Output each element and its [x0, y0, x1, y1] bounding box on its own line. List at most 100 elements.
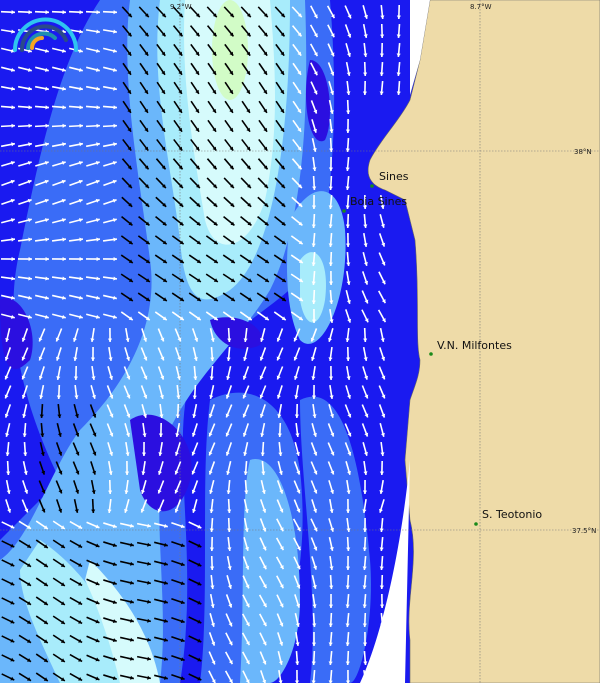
wave-arrow-head — [178, 51, 183, 56]
wave-arrow-head — [92, 470, 97, 475]
wave-arrow-head — [178, 70, 182, 75]
wave-arrow-head — [161, 32, 166, 37]
wave-arrow-head — [280, 89, 284, 94]
wave-arrow-head — [180, 543, 185, 548]
wave-arrow-head — [229, 32, 234, 37]
wave-arrow-head — [96, 86, 100, 91]
wave-arrow-head — [92, 432, 97, 437]
wave-arrow-head — [60, 620, 65, 624]
wave-arrow-head — [279, 527, 284, 532]
wave-arrow-head — [227, 566, 232, 570]
wave-arrow-head — [90, 338, 95, 342]
wave-arrow-head — [312, 148, 317, 152]
wave-arrow-head — [95, 179, 100, 184]
wave-arrow-head — [396, 91, 401, 95]
wave-arrow-head — [363, 338, 368, 342]
wave-arrow-head — [21, 337, 26, 342]
wave-arrow-head — [144, 13, 149, 18]
wave-arrow-head — [39, 414, 44, 418]
wave-arrow-head — [195, 13, 200, 18]
wave-arrow-head — [55, 337, 60, 342]
wave-arrow-head — [73, 357, 78, 361]
wave-arrow-head — [162, 316, 167, 321]
wave-arrow-head — [328, 680, 333, 683]
wave-arrow-head — [264, 259, 269, 263]
wave-arrow-head — [161, 13, 166, 18]
wave-arrow-head — [330, 470, 335, 475]
wave-arrow-head — [127, 165, 132, 170]
wave-arrow-head — [10, 543, 15, 548]
wave-arrow-head — [113, 105, 117, 110]
wave-arrow-head — [280, 108, 284, 113]
wave-arrow-head — [130, 580, 134, 585]
wave-arrow-head — [295, 642, 300, 646]
wave-arrow-head — [209, 376, 214, 380]
wave-arrow-head — [311, 281, 316, 285]
wave-arrow-head — [196, 278, 201, 282]
wave-arrow-head — [345, 680, 351, 683]
wave-arrow-head — [144, 70, 148, 75]
wave-arrow-head — [246, 70, 250, 75]
wave-arrow-head — [225, 394, 230, 399]
wave-arrow-head — [345, 585, 350, 589]
wave-arrow-head — [380, 338, 385, 342]
wave-arrow-head — [130, 561, 134, 566]
wave-arrow-head — [277, 414, 282, 418]
wave-arrow-head — [329, 509, 334, 513]
wave-arrow-head — [91, 376, 96, 380]
wave-arrow-head — [313, 489, 318, 494]
wave-arrow-head — [380, 15, 385, 19]
wave-arrow-head — [40, 433, 45, 437]
wave-arrow-head — [24, 508, 29, 513]
wave-arrow-head — [142, 433, 147, 437]
wave-arrow-head — [229, 146, 234, 151]
wave-arrow-head — [210, 357, 215, 361]
wave-arrow-head — [330, 14, 335, 19]
wave-arrow-head — [130, 599, 134, 604]
wave-arrow-head — [109, 394, 114, 399]
wave-arrow-head — [143, 375, 148, 380]
wave-arrow-head — [144, 32, 149, 37]
wave-arrow-head — [107, 338, 113, 342]
wave-arrow-head — [313, 90, 318, 95]
wave-arrow-head — [75, 489, 80, 494]
wave-arrow-head — [247, 202, 252, 207]
wave-arrow-head — [259, 413, 264, 418]
wave-arrow-head — [210, 604, 215, 608]
wave-arrow-head — [313, 33, 318, 38]
wave-arrow-head — [191, 470, 196, 475]
wave-arrow-head — [330, 71, 335, 76]
wave-arrow-head — [128, 316, 133, 321]
wave-arrow-head — [381, 413, 386, 418]
wave-arrow-head — [130, 618, 134, 623]
wave-arrow-head — [92, 451, 97, 456]
wave-arrow-head — [124, 471, 130, 475]
wave-arrow-head — [180, 638, 185, 643]
wave-arrow-head — [281, 297, 286, 301]
wave-arrow-head — [298, 278, 303, 282]
wave-arrow-head — [280, 165, 285, 170]
wave-arrow-head — [43, 525, 48, 529]
wave-arrow-head — [313, 109, 318, 114]
wave-arrow-head — [177, 337, 182, 342]
wave-arrow-head — [310, 337, 315, 342]
wave-arrow-head — [175, 414, 180, 418]
wave-arrow-head — [28, 276, 32, 281]
wave-arrow-head — [179, 316, 184, 321]
wave-arrow-head — [96, 295, 100, 300]
wave-arrow-head — [45, 86, 49, 91]
wave-arrow-head — [127, 70, 131, 75]
wave-arrow-head — [396, 34, 401, 38]
wave-arrow-head — [195, 146, 200, 151]
wave-arrow-head — [144, 51, 149, 56]
wave-arrow-head — [396, 72, 401, 76]
wave-arrow-head — [346, 376, 351, 380]
wave-arrow-head — [212, 146, 217, 151]
wave-arrow-head — [27, 179, 32, 184]
wave-arrow-head — [281, 259, 286, 263]
wave-arrow-head — [347, 14, 352, 19]
wave-arrow-head — [311, 319, 317, 323]
wave-arrow-head — [381, 280, 386, 285]
wave-arrow-head — [5, 432, 10, 437]
